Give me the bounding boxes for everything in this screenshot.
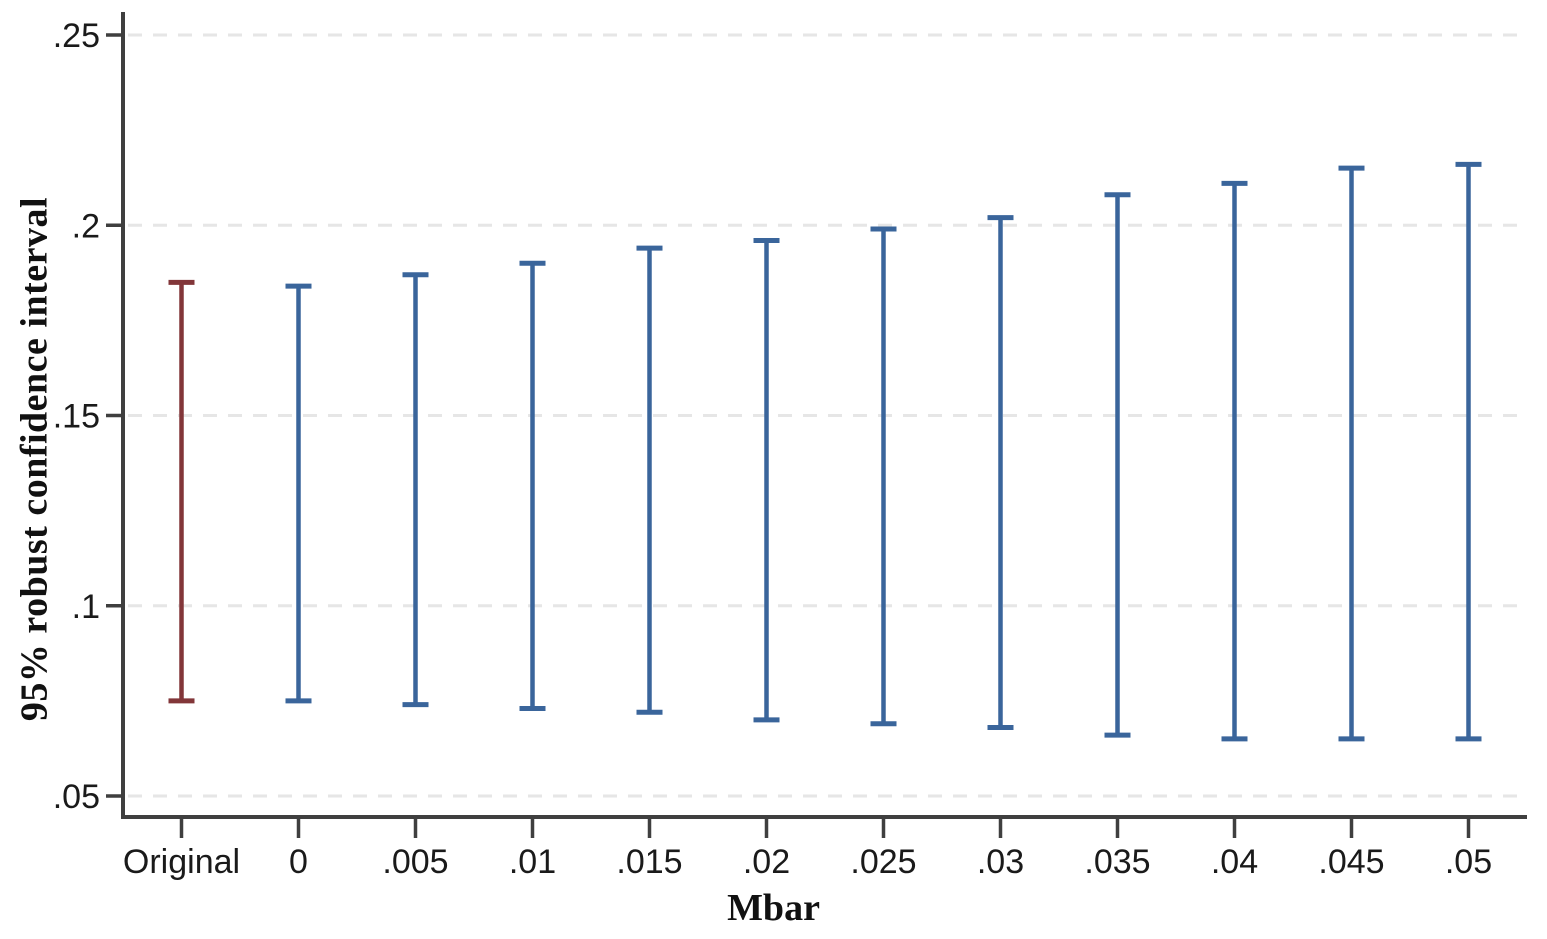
x-tick-label: .045	[1318, 843, 1384, 881]
x-tick-label: .005	[382, 843, 448, 881]
x-tick-label: .035	[1084, 843, 1150, 881]
x-tick-label: .015	[616, 843, 682, 881]
x-tick-label: .02	[743, 843, 790, 881]
y-tick-label: .1	[72, 588, 100, 626]
x-tick-label: .04	[1211, 843, 1258, 881]
x-tick-label: Original	[123, 843, 240, 881]
y-tick-label: .25	[53, 17, 100, 55]
y-tick-label: .15	[53, 398, 100, 436]
x-tick-label: .03	[977, 843, 1024, 881]
y-tick-label: .2	[72, 207, 100, 245]
x-tick-label: 0	[289, 843, 308, 881]
y-tick-label: .05	[53, 778, 100, 816]
x-tick-label: .025	[850, 843, 916, 881]
x-tick-label: .05	[1445, 843, 1492, 881]
y-axis-title: 95% robust confidence interval	[13, 196, 56, 722]
x-tick-label: .01	[509, 843, 556, 881]
x-axis-title: Mbar	[727, 887, 820, 929]
